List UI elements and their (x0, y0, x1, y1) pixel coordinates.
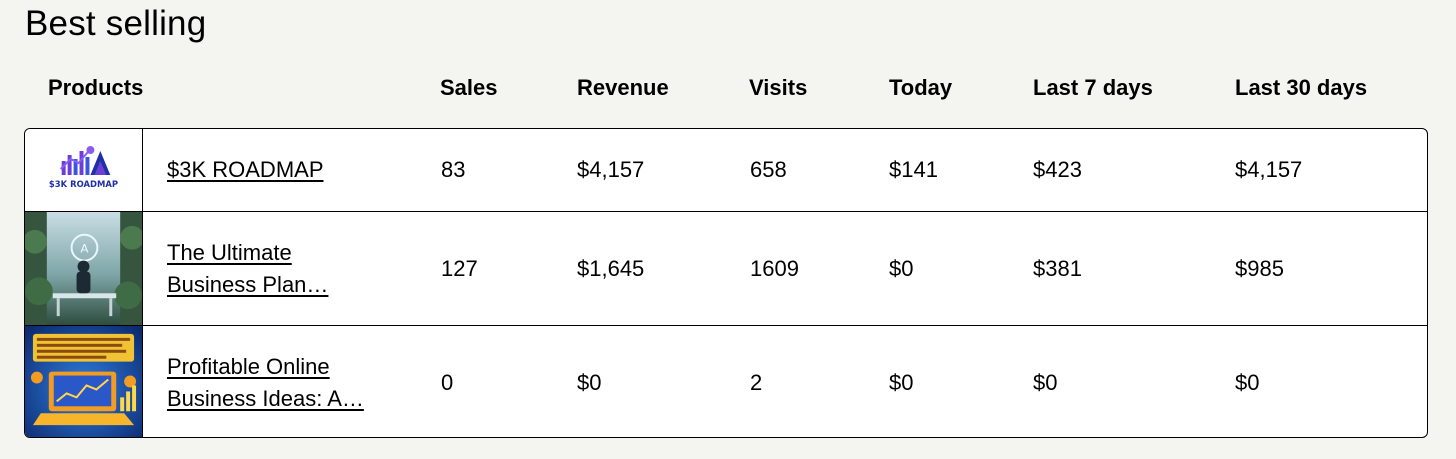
product-link-online-business-ideas[interactable]: Profitable Online Business Ideas: A… (167, 353, 364, 411)
sales-value: 127 (441, 255, 478, 281)
last-7-days-value: $0 (1033, 369, 1058, 395)
column-header-visits: Visits (749, 75, 808, 100)
today-value: $0 (889, 255, 914, 281)
table-row: A The Ultimate Business Plan… 127 $1,645… (25, 211, 1427, 325)
sales-value: 0 (441, 369, 454, 395)
product-thumbnail-business-plan[interactable]: A (25, 212, 143, 325)
product-thumbnail-roadmap[interactable]: $3K ROADMAP (25, 129, 143, 211)
visits-value: 2 (750, 369, 763, 395)
table-row: $3K ROADMAP $3K ROADMAP 83 $4,157 658 $1… (25, 129, 1427, 211)
column-header-last-7-days: Last 7 days (1033, 75, 1153, 100)
section-title: Best selling (25, 4, 207, 43)
product-name-cell: $3K ROADMAP (167, 129, 397, 211)
today-value: $0 (889, 369, 914, 395)
column-header-products: Products (48, 75, 144, 100)
column-header-last-30-days: Last 30 days (1235, 75, 1368, 100)
last-30-days-value: $4,157 (1235, 157, 1303, 182)
roadmap-logo-text: $3K ROADMAP (49, 179, 118, 189)
last-30-days-value: $985 (1235, 255, 1284, 281)
product-name-cell: The Ultimate Business Plan… (167, 212, 397, 325)
column-header-sales: Sales (440, 75, 498, 100)
revenue-value: $1,645 (577, 255, 645, 281)
table-header: Products Sales Revenue Visits Today Last… (0, 70, 1456, 106)
product-thumbnail-online-business-ideas[interactable] (25, 326, 143, 437)
column-header-revenue: Revenue (577, 75, 669, 100)
last-30-days-value: $0 (1235, 369, 1260, 395)
column-header-today: Today (889, 75, 953, 100)
product-link-roadmap[interactable]: $3K ROADMAP (167, 157, 324, 182)
last-7-days-value: $381 (1033, 255, 1082, 281)
roadmap-logo-icon: $3K ROADMAP (25, 129, 142, 211)
best-selling-table: $3K ROADMAP $3K ROADMAP 83 $4,157 658 $1… (24, 128, 1428, 438)
table-row: Profitable Online Business Ideas: A… 0 $… (25, 325, 1427, 437)
sales-value: 83 (441, 157, 466, 182)
today-value: $141 (889, 157, 938, 182)
last-7-days-value: $423 (1033, 157, 1082, 182)
product-link-business-plan[interactable]: The Ultimate Business Plan… (167, 239, 329, 297)
online-business-image-icon (25, 326, 142, 437)
business-plan-image-icon: A (25, 212, 142, 325)
svg-text:A: A (80, 242, 89, 256)
revenue-value: $0 (577, 369, 602, 395)
visits-value: 658 (750, 157, 787, 182)
product-name-cell: Profitable Online Business Ideas: A… (167, 326, 397, 437)
revenue-value: $4,157 (577, 157, 645, 182)
visits-value: 1609 (750, 255, 799, 281)
